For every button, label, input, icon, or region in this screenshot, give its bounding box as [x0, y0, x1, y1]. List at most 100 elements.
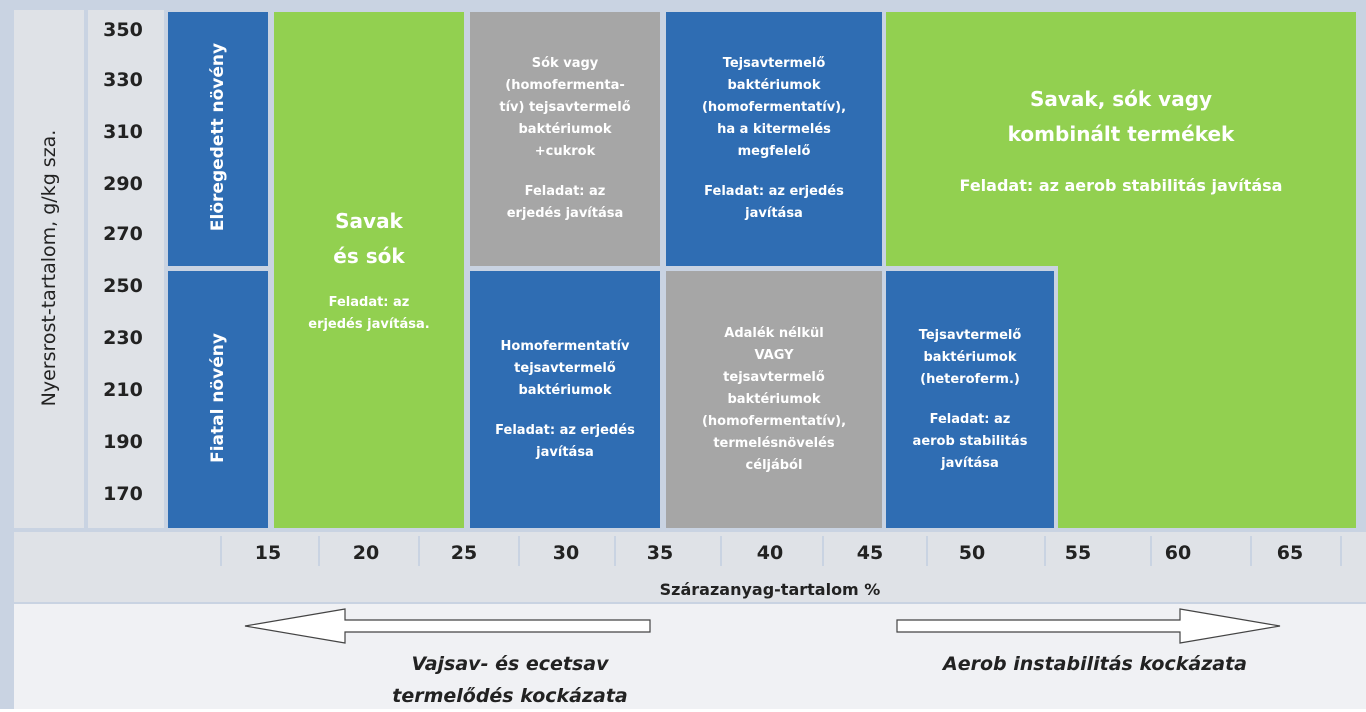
cell-text: Adalék nélkül VAGY tejsavtermelő baktériumo… — [702, 323, 846, 477]
green-extension — [1058, 260, 1356, 528]
x-tick-label: 50 — [958, 542, 986, 564]
y-tick-label: 250 — [103, 275, 143, 297]
x-separator — [418, 536, 420, 566]
cell-line: baktériumok — [518, 382, 612, 398]
x-tick-label: 65 — [1276, 542, 1304, 564]
cell-text: Tejsavtermelő baktériumok (homofermentatív… — [702, 53, 846, 163]
x-tick-label: 35 — [646, 542, 674, 564]
x-separator — [220, 536, 222, 566]
cell-line: megfelelő — [737, 144, 811, 159]
cell-line: baktériumok — [727, 78, 821, 93]
x-tick-label: 30 — [552, 542, 580, 564]
row-label-box: Elöregedett növény — [168, 12, 268, 266]
cell-line: aerob stabilitás — [912, 433, 1028, 449]
y-tick-label: 170 — [103, 483, 143, 505]
cell-line: (homofermentatív), — [701, 413, 847, 429]
x-tick-label: 40 — [756, 542, 784, 564]
cell-line: Feladat: az — [524, 184, 606, 199]
y-tick-label: 230 — [103, 327, 143, 349]
cell-line: +cukrok — [534, 144, 596, 159]
y-tick-label: 210 — [103, 379, 143, 401]
cell-line: Tejsavtermelő — [918, 327, 1022, 343]
x-tick-label: 55 — [1064, 542, 1092, 564]
x-separator — [1044, 536, 1046, 566]
cell-line: tejsavtermelő — [514, 360, 616, 376]
x-axis-label: Szárazanyag-tartalom % — [0, 580, 1366, 599]
left-arrow — [244, 608, 651, 644]
cell-line: javítása — [745, 206, 803, 221]
x-separator — [614, 536, 616, 566]
cell-line: Feladat: az aerob stabilitás javítása — [959, 175, 1283, 195]
cell: Tejsavtermelő baktériumok (homofermentatív… — [666, 12, 882, 266]
cell-task: Feladat: az erjedés javítása — [704, 181, 844, 225]
cell-line: Homofermentatív — [500, 338, 630, 354]
cell-line: Feladat: az erjedés — [495, 422, 635, 438]
x-separator — [1250, 536, 1252, 566]
cell-task: Feladat: az aerob stabilitás javítása — [960, 175, 1283, 197]
cell-line: (homofermentatív), — [701, 100, 847, 115]
cell-line: Adalék nélkül — [724, 325, 824, 341]
x-separator — [518, 536, 520, 566]
cell-line: és sók — [333, 244, 405, 268]
y-tick-panel — [88, 10, 164, 528]
cell-line: erjedés javítása — [506, 206, 624, 221]
x-tick-label: 20 — [352, 542, 380, 564]
cell-task: Feladat: az erjedés javítása. — [308, 292, 429, 336]
x-tick-label: 60 — [1164, 542, 1192, 564]
x-separator — [926, 536, 928, 566]
cell-text: Tejsavtermelő baktériumok (heteroferm.) — [919, 325, 1022, 391]
cell-line: javítása — [536, 444, 594, 460]
cell: Adalék nélkül VAGY tejsavtermelő baktériumo… — [666, 271, 882, 528]
row-label-box: Fiatal növény — [168, 271, 268, 528]
arrow-caption-line: Aerob instabilitás kockázata — [943, 653, 1247, 675]
cell-line: VAGY — [754, 347, 794, 363]
y-axis-label: Nyersrost-tartalom, g/kg sza. — [38, 129, 60, 407]
y-label-panel — [14, 10, 84, 528]
cell-title: Savak és sók — [333, 204, 404, 274]
y-tick-label: 270 — [103, 223, 143, 245]
cell-line: Savak — [335, 209, 403, 233]
cell-line: tív) tejsavtermelő — [499, 100, 631, 115]
cell-line: Feladat: az — [328, 295, 410, 310]
x-tick-label: 25 — [450, 542, 478, 564]
cell-line: Tejsavtermelő — [722, 56, 826, 71]
cell-title: Savak, sók vagy kombinált termékek — [1008, 82, 1235, 152]
cell-task: Feladat: az aerob stabilitás javítása — [913, 409, 1028, 475]
cell-line: Feladat: az — [929, 411, 1011, 427]
cell-line: erjedés javítása. — [308, 317, 430, 332]
x-separator — [720, 536, 722, 566]
cell-line: (homofermenta- — [505, 78, 625, 93]
cell-line: (heteroferm.) — [920, 371, 1020, 387]
y-tick-label: 290 — [103, 173, 143, 195]
x-axis-panel — [14, 532, 1366, 602]
right-arrow — [896, 608, 1281, 644]
cell: Savak, sók vagy kombinált termékek Feladat… — [886, 12, 1356, 266]
y-tick-label: 330 — [103, 69, 143, 91]
cell-text: Homofermentatív tejsavtermelő baktériumok — [501, 336, 630, 402]
cell-line: baktériumok — [923, 349, 1017, 365]
cell: Savak és sók Feladat: az erjedés javítása. — [274, 12, 464, 528]
cell-line: termelésnövelés — [713, 435, 835, 451]
cell-line: javítása — [941, 455, 999, 471]
cell-line: kombinált termékek — [1007, 121, 1235, 146]
cell-line: Sók vagy — [531, 56, 599, 71]
cell-line: baktériumok — [518, 122, 612, 137]
y-tick-label: 310 — [103, 121, 143, 143]
cell-line: baktériumok — [727, 391, 821, 407]
cell-task: Feladat: az erjedés javítása — [507, 181, 624, 225]
y-tick-label: 190 — [103, 431, 143, 453]
cell: Sók vagy (homofermenta-tív) tejsavtermelő… — [470, 12, 660, 266]
row-label: Elöregedett növény — [208, 42, 228, 232]
cell: Homofermentatív tejsavtermelő baktériumok F… — [470, 271, 660, 528]
cell-task: Feladat: az erjedés javítása — [495, 420, 635, 464]
arrow-caption: Vajsav- és ecetsav termelődés kockázata — [290, 648, 730, 712]
x-separator — [822, 536, 824, 566]
y-tick-label: 350 — [103, 19, 143, 41]
x-tick-label: 15 — [254, 542, 282, 564]
cell-line: céljából — [745, 457, 803, 473]
x-separator — [318, 536, 320, 566]
x-separator — [1150, 536, 1152, 566]
arrow-caption-line: termelődés kockázata — [392, 685, 628, 707]
arrows — [244, 608, 1281, 644]
cell: Tejsavtermelő baktériumok (heteroferm.) Fel… — [886, 271, 1054, 528]
